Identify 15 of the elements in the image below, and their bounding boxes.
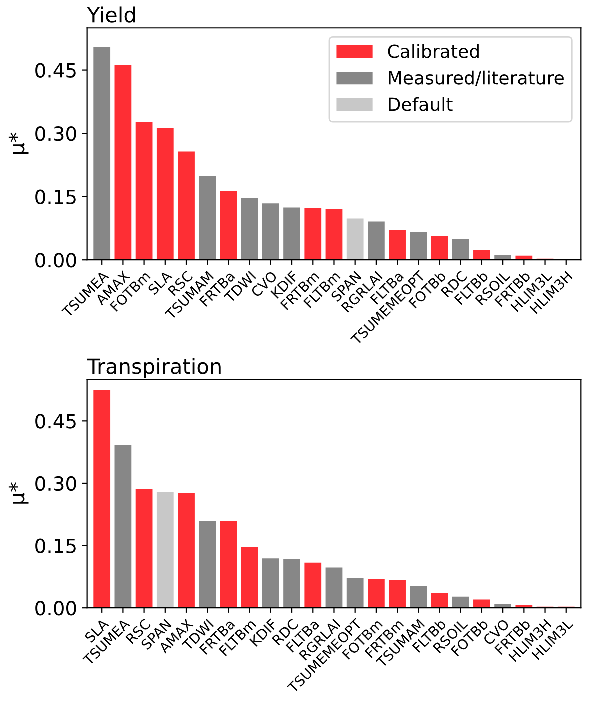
y-axis-title: μ* [8,482,29,504]
legend-label: Measured/literature [389,70,564,86]
y-tick-label: 0.00 [36,601,76,616]
y-tick-label: 0.45 [36,414,76,429]
y-tick-label: 0.30 [36,126,76,142]
y-tick-label: 0.15 [36,190,76,205]
legend-label: Calibrated [388,44,479,58]
chart-title: Transpiration [87,358,221,378]
chart-title: Yield [87,6,136,23]
y-tick-label: 0.15 [36,538,76,554]
legend-label: Default [389,97,453,112]
y-tick-label: 0.00 [36,253,76,268]
y-tick-label: 0.45 [36,63,76,78]
y-axis-title: μ* [8,132,29,154]
y-tick-label: 0.30 [36,476,76,492]
